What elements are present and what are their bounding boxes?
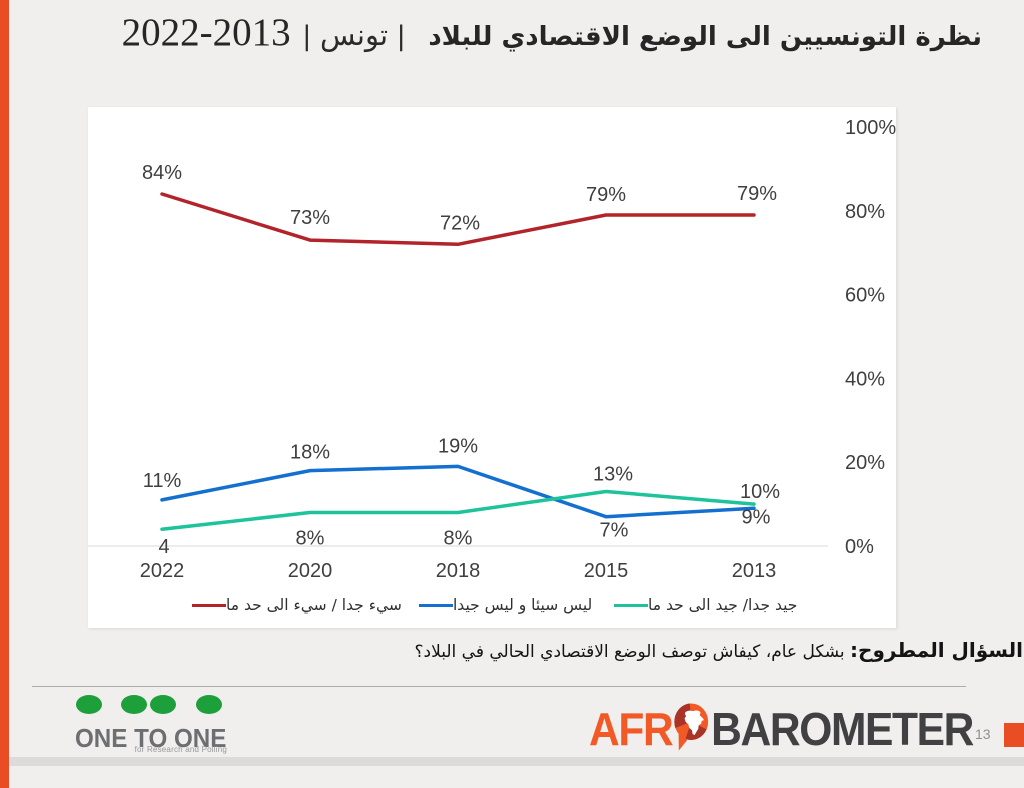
legend-swatch [419,603,453,607]
legend-label: ليس سيئا و ليس جيدا [453,596,593,614]
one-to-one-dots-icon [75,694,225,714]
page-number: 13 [975,726,991,742]
data-label: 13% [593,464,633,486]
question-line: السؤال المطروح: بشكل عام، كيفاش توصف الو… [40,635,1023,667]
y-tick-label: 40% [845,368,885,390]
series-line [160,192,756,247]
data-label: 73% [290,207,330,229]
title-years: 2022-2013 [121,11,291,54]
question-text: بشكل عام، كيفاش توصف الوضع الاقتصادي الح… [414,642,851,662]
one-to-one-logo: ONE TO ONE for Research and Polling [75,694,227,754]
series-line [160,489,756,531]
data-label: 19% [438,435,478,457]
legend-swatch [614,603,648,607]
legend-item: ليس سيئا و ليس جيدا [413,594,592,616]
y-tick-label: 60% [845,285,885,307]
legend-label: سيء جدا / سيء الى حد ما [226,596,402,614]
afrobarometer-barometer: BAROMETER [711,703,974,755]
legend-swatch [192,603,226,607]
title-separator-left: | [388,21,415,52]
left-accent-bar [0,0,9,788]
data-label: 72% [440,212,480,234]
x-tick-label: 2015 [584,560,629,582]
legend-item: جيد جدا/ جيد الى حد ما [608,594,797,616]
x-tick-label: 2013 [732,560,777,582]
afrobarometer-logo: AFR BAROMETER 13 [589,703,1004,755]
legend-item: سيء جدا / سيء الى حد ما [186,594,402,616]
data-label: 10% [740,481,780,503]
data-label: 11% [143,470,182,492]
afrobarometer-globe-icon [674,703,709,751]
line-chart: 0% 20% 40% 60% 80% 100% 2022 2020 2018 2015 2013 84… [88,117,896,582]
chart-legend: سيء جدا / سيء الى حد ما ليس سيئا و ليس جي… [88,594,896,616]
y-tick-label: 0% [845,536,874,558]
x-tick-label: 2018 [436,560,481,582]
data-label: 4 [158,536,169,558]
y-tick-label: 80% [845,201,885,223]
y-tick-label: 20% [845,452,885,474]
data-label: 18% [290,442,330,464]
data-label: 9% [742,506,771,528]
afrobarometer-afr: AFR [589,703,674,755]
bottom-gray-bar [9,757,1024,766]
title-main: نظرة التونسيين الى الوضع الاقتصادي للبلا… [428,22,982,52]
data-label: 79% [737,183,777,205]
series-line [160,464,756,519]
data-label: 8% [296,527,325,549]
chart-card: 0% 20% 40% 60% 80% 100% 2022 2020 2018 2015 2013 84… [88,107,896,628]
one-to-one-name: ONE TO ONE [75,723,227,753]
data-label: 79% [586,184,626,206]
slide-title: نظرة التونسيين الى الوضع الاقتصادي للبلا… [60,9,982,64]
y-tick-label: 100% [845,117,896,139]
question-lead: السؤال المطروح: [850,638,1023,662]
one-to-one-tagline: for Research and Polling [134,745,227,754]
data-label: 8% [444,527,473,549]
x-tick-label: 2022 [140,560,185,582]
x-tick-label: 2020 [288,560,333,582]
bottom-right-accent-square [1004,723,1024,747]
title-separator-right: | [293,21,320,52]
footer-divider [32,686,966,687]
legend-label: جيد جدا/ جيد الى حد ما [648,596,798,614]
title-region: تونس [319,18,389,52]
data-label: 7% [600,520,629,542]
data-label: 84% [142,162,182,184]
